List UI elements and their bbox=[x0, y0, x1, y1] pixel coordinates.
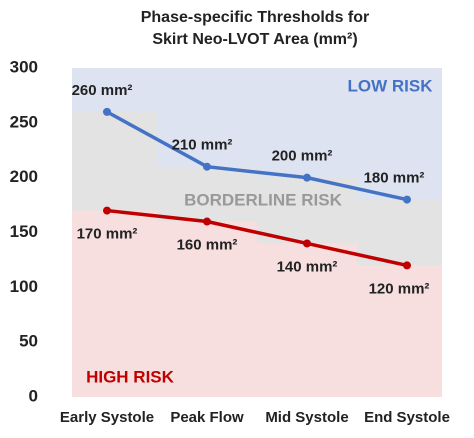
y-tick-label: 0 bbox=[29, 386, 38, 405]
data-label: 180 mm² bbox=[364, 170, 425, 187]
data-label: 200 mm² bbox=[272, 148, 333, 165]
data-point bbox=[203, 217, 211, 226]
series-line bbox=[106, 110, 408, 202]
region-label: LOW RISK bbox=[348, 76, 434, 95]
y-tick-label: 250 bbox=[10, 112, 38, 131]
chart-title: Phase-specific Thresholds for bbox=[141, 9, 370, 26]
y-tick-label: 200 bbox=[10, 167, 38, 186]
data-label: 140 mm² bbox=[277, 258, 338, 275]
x-tick-label: End Systole bbox=[364, 409, 450, 426]
data-point bbox=[403, 261, 411, 270]
high-risk-region bbox=[72, 210, 442, 397]
x-tick-label: Mid Systole bbox=[265, 409, 348, 426]
data-label: 160 mm² bbox=[177, 237, 238, 254]
y-tick-label: 100 bbox=[10, 277, 38, 296]
region-label: BORDERLINE RISK bbox=[184, 190, 342, 209]
series-line bbox=[106, 208, 408, 268]
chart-title: Skirt Neo-LVOT Area (mm²) bbox=[152, 31, 357, 48]
y-tick-label: 50 bbox=[19, 332, 38, 351]
data-point bbox=[403, 195, 411, 204]
data-label: 120 mm² bbox=[369, 280, 430, 297]
data-point bbox=[203, 162, 211, 171]
region-label: HIGH RISK bbox=[86, 367, 175, 386]
data-label: 170 mm² bbox=[77, 226, 138, 243]
data-point bbox=[103, 107, 111, 116]
data-point bbox=[303, 239, 311, 248]
y-tick-label: 150 bbox=[10, 222, 38, 241]
data-label: 210 mm² bbox=[172, 137, 233, 154]
x-tick-label: Peak Flow bbox=[170, 409, 244, 426]
data-label: 260 mm² bbox=[72, 82, 133, 99]
x-tick-label: Early Systole bbox=[60, 409, 154, 426]
y-tick-label: 300 bbox=[10, 57, 38, 76]
data-point bbox=[103, 206, 111, 215]
data-point bbox=[303, 173, 311, 182]
